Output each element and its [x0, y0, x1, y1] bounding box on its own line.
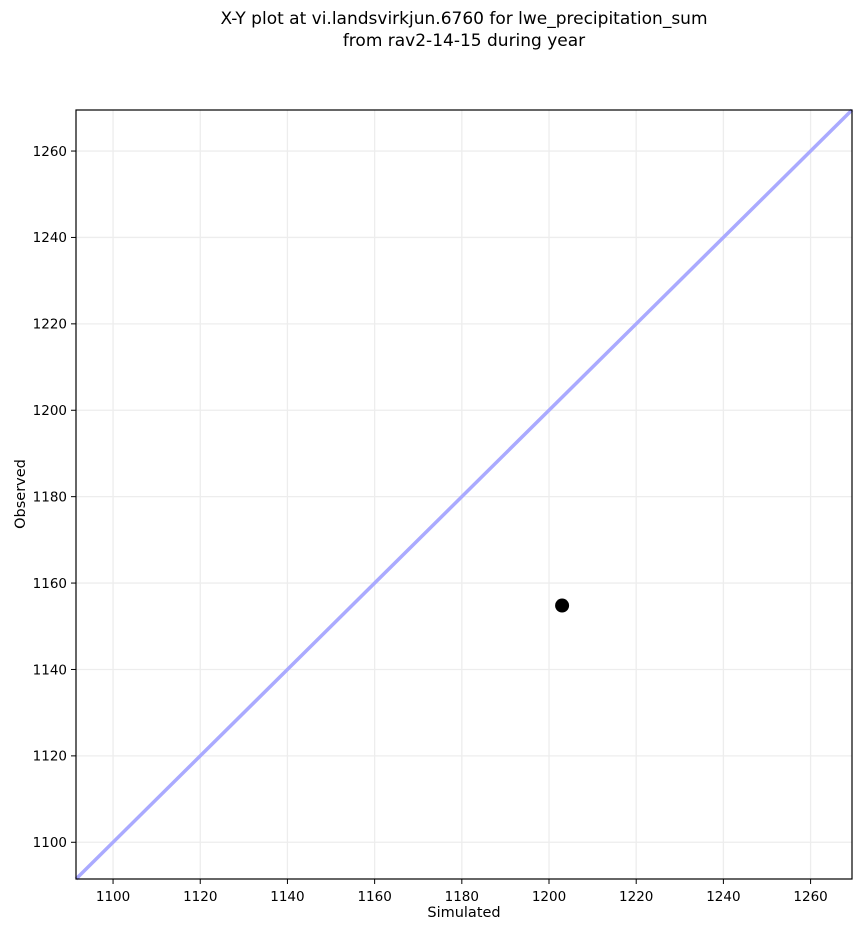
y-tick-label: 1260 [33, 144, 67, 160]
y-tick-label: 1180 [33, 489, 67, 505]
x-tick-label: 1200 [532, 889, 566, 905]
x-tick-label: 1220 [619, 889, 653, 905]
x-tick-label: 1240 [706, 889, 740, 905]
x-axis-label: Simulated [427, 905, 501, 921]
y-tick-label: 1140 [33, 662, 67, 678]
data-point [555, 598, 570, 613]
chart-title-line-1: X-Y plot at vi.landsvirkjun.6760 for lwe… [220, 9, 708, 29]
y-tick-label: 1120 [33, 749, 67, 765]
y-tick-label: 1200 [33, 403, 67, 419]
y-tick-label: 1160 [33, 576, 67, 592]
x-tick-label: 1180 [445, 889, 479, 905]
y-tick-label: 1240 [33, 230, 67, 246]
x-tick-label: 1120 [183, 889, 217, 905]
x-tick-label: 1100 [96, 889, 130, 905]
chart-title-line-2: from rav2-14-15 during year [342, 31, 586, 51]
plot-border [75, 109, 853, 880]
identity-line [74, 108, 854, 881]
y-axis-label: Observed [13, 459, 29, 529]
chart-title: X-Y plot at vi.landsvirkjun.6760 for lwe… [76, 8, 852, 52]
x-tick-label: 1140 [270, 889, 304, 905]
y-tick-label: 1220 [33, 317, 67, 333]
x-tick-label: 1160 [357, 889, 391, 905]
x-tick-label: 1260 [793, 889, 827, 905]
y-tick-label: 1100 [33, 835, 67, 851]
